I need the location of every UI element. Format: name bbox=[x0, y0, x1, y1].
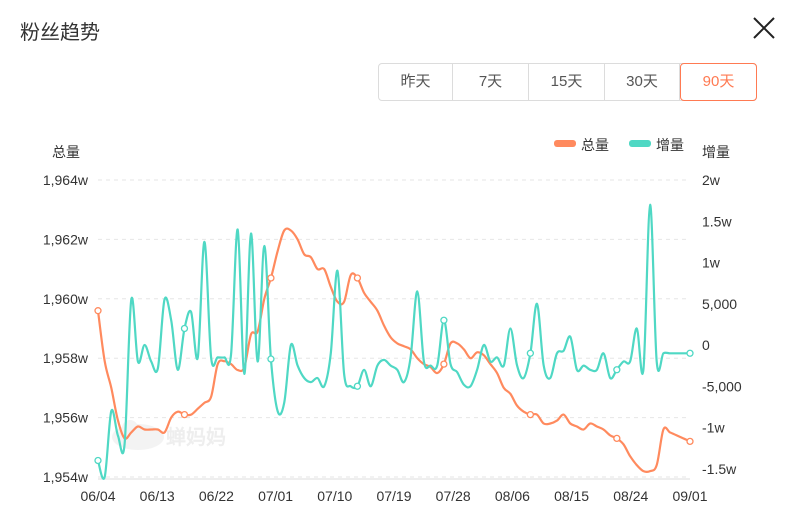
left-tick-label: 1,958w bbox=[43, 350, 89, 366]
right-tick-label: 1w bbox=[702, 255, 721, 271]
legend-swatch-total bbox=[554, 140, 576, 147]
left-tick-label: 1,954w bbox=[43, 469, 89, 485]
right-tick-label: 0 bbox=[702, 337, 710, 353]
series-point bbox=[180, 410, 189, 419]
watermark: 蝉妈妈 bbox=[112, 420, 226, 450]
legend: 总量 增量 bbox=[554, 137, 684, 153]
series-point bbox=[180, 324, 189, 333]
series-point bbox=[613, 434, 621, 443]
series-point bbox=[94, 307, 102, 315]
legend-label-increase: 增量 bbox=[656, 137, 684, 153]
x-tick-label: 07/01 bbox=[258, 488, 293, 504]
left-tick-label: 1,956w bbox=[43, 410, 89, 426]
right-tick-label: -5,000 bbox=[702, 378, 742, 394]
series-point bbox=[686, 437, 694, 446]
x-tick-label: 07/10 bbox=[317, 488, 352, 504]
right-axis-title: 增量 bbox=[702, 144, 730, 160]
series-point bbox=[526, 349, 535, 357]
x-tick-label: 07/28 bbox=[436, 488, 471, 504]
x-tick-label: 08/24 bbox=[613, 488, 648, 504]
series-point bbox=[686, 349, 694, 357]
series-point bbox=[526, 410, 535, 419]
series-point bbox=[440, 316, 448, 324]
series-point bbox=[94, 456, 102, 465]
left-axis-ticks: 1,964w 1,962w 1,960w 1,958w 1,956w 1,954w bbox=[43, 172, 89, 485]
x-tick-label: 08/06 bbox=[495, 488, 530, 504]
series-line-total bbox=[96, 227, 691, 473]
grid-lines bbox=[98, 179, 690, 480]
x-axis-ticks: 06/04 06/13 06/22 07/01 07/10 07/19 07/28 08/06… bbox=[80, 488, 707, 504]
tab-7-days[interactable]: 7天 bbox=[453, 64, 529, 100]
right-axis-ticks: 2w 1.5w 1w 5,000 0 -5,000 -1w -1.5w bbox=[702, 172, 742, 477]
tab-90-days[interactable]: 90天 bbox=[680, 63, 757, 101]
legend-swatch-increase bbox=[629, 140, 651, 147]
right-tick-label: -1w bbox=[702, 420, 725, 436]
legend-label-total: 总量 bbox=[581, 137, 609, 153]
series-point bbox=[267, 355, 275, 363]
time-range-tabs: 昨天 7天 15天 30天 90天 bbox=[378, 63, 757, 101]
right-tick-label: 5,000 bbox=[702, 296, 737, 312]
series-line-increase bbox=[96, 203, 690, 480]
x-tick-label: 09/01 bbox=[672, 488, 707, 504]
left-tick-label: 1,962w bbox=[43, 231, 89, 247]
x-tick-label: 08/15 bbox=[554, 488, 589, 504]
series-point bbox=[440, 360, 448, 368]
tab-15-days[interactable]: 15天 bbox=[529, 64, 605, 100]
tab-30-days[interactable]: 30天 bbox=[605, 64, 680, 100]
series-point bbox=[353, 274, 362, 282]
series-markers bbox=[94, 274, 694, 465]
series-point bbox=[267, 274, 275, 282]
x-tick-label: 06/22 bbox=[199, 488, 234, 504]
right-tick-label: 1.5w bbox=[702, 213, 732, 229]
watermark-text: 蝉妈妈 bbox=[166, 425, 226, 449]
x-tick-label: 06/04 bbox=[80, 488, 115, 504]
left-tick-label: 1,960w bbox=[43, 291, 89, 307]
right-tick-label: -1.5w bbox=[702, 461, 737, 477]
tab-yesterday[interactable]: 昨天 bbox=[379, 64, 453, 100]
close-icon[interactable] bbox=[752, 16, 776, 40]
left-tick-label: 1,964w bbox=[43, 172, 89, 188]
page-title: 粉丝趋势 bbox=[20, 22, 100, 44]
right-tick-label: 2w bbox=[702, 172, 721, 188]
left-axis-title: 总量 bbox=[52, 144, 80, 160]
series-point bbox=[353, 382, 362, 390]
x-tick-label: 07/19 bbox=[376, 488, 411, 504]
series-point bbox=[613, 366, 621, 374]
x-tick-label: 06/13 bbox=[140, 488, 175, 504]
